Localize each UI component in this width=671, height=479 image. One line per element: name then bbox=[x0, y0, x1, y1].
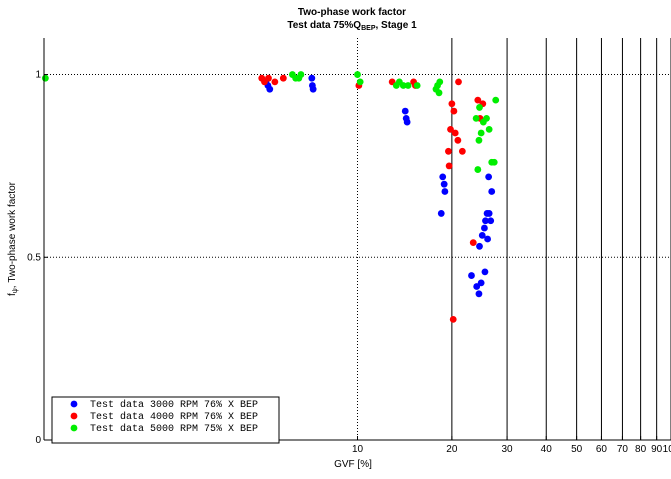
data-point bbox=[413, 82, 421, 89]
legend-entry-label: Test data 4000 RPM 76% X BEP bbox=[90, 411, 258, 423]
y-tick-label: 1 bbox=[35, 70, 41, 81]
x-tick-label: 60 bbox=[596, 444, 608, 455]
gridlines bbox=[44, 38, 671, 440]
data-point bbox=[404, 82, 412, 89]
data-point bbox=[485, 125, 493, 133]
data-point bbox=[477, 129, 485, 137]
data-point bbox=[309, 85, 317, 93]
data-point bbox=[481, 224, 488, 232]
legend-box bbox=[51, 396, 280, 444]
data-point bbox=[435, 89, 443, 97]
legend-entry-label: Test data 3000 RPM 76% X BEP bbox=[90, 399, 258, 411]
data-point bbox=[297, 71, 305, 78]
legend-marker bbox=[70, 424, 78, 432]
data-point bbox=[279, 74, 287, 82]
legend-marker bbox=[70, 400, 78, 408]
data-point bbox=[490, 158, 498, 166]
data-point bbox=[458, 147, 466, 155]
data-point bbox=[478, 231, 486, 239]
data-point bbox=[487, 217, 495, 225]
data-point bbox=[308, 74, 316, 82]
data-point bbox=[482, 217, 489, 225]
data-point bbox=[472, 115, 480, 122]
chart-subtitle: Test data 75%QBEP, Stage 1 bbox=[287, 20, 417, 32]
data-point bbox=[469, 239, 477, 247]
data-point bbox=[399, 82, 407, 89]
data-point bbox=[447, 125, 454, 133]
data-point bbox=[468, 272, 475, 279]
data-point bbox=[449, 316, 457, 323]
data-point bbox=[488, 188, 496, 195]
data-point bbox=[436, 78, 444, 86]
x-tick-label: 80 bbox=[635, 444, 647, 455]
data-point bbox=[439, 173, 447, 181]
y-ticks: 00.51 bbox=[27, 70, 48, 446]
data-point bbox=[476, 104, 483, 111]
data-point bbox=[451, 129, 459, 137]
x-tick-label: 90 bbox=[651, 444, 663, 455]
data-point bbox=[437, 210, 445, 217]
x-tick-label: 100 bbox=[663, 444, 671, 455]
data-points bbox=[41, 71, 500, 323]
data-point bbox=[448, 100, 456, 108]
data-point bbox=[475, 136, 483, 144]
data-point bbox=[485, 210, 493, 217]
data-point bbox=[474, 96, 482, 104]
data-point bbox=[475, 290, 483, 298]
data-point bbox=[454, 136, 462, 144]
data-point bbox=[492, 96, 500, 104]
data-point bbox=[481, 268, 489, 276]
data-point bbox=[271, 78, 279, 86]
x-tick-label: 20 bbox=[446, 444, 458, 455]
data-point bbox=[265, 74, 272, 82]
chart-title: Two-phase work factor bbox=[298, 7, 406, 18]
legend-marker bbox=[70, 412, 78, 420]
x-tick-label: 50 bbox=[571, 444, 583, 455]
data-point bbox=[455, 78, 462, 86]
data-point bbox=[474, 166, 482, 173]
data-point bbox=[483, 115, 490, 122]
x-axis-label: GVF [%] bbox=[334, 459, 372, 470]
data-point bbox=[477, 279, 485, 287]
y-tick-label: 0 bbox=[35, 435, 41, 446]
data-point bbox=[403, 118, 411, 126]
legend-entry-label: Test data 5000 RPM 75% X BEP bbox=[90, 423, 258, 435]
x-tick-label: 40 bbox=[541, 444, 553, 455]
data-point bbox=[476, 242, 483, 250]
x-tick-label: 70 bbox=[617, 444, 629, 455]
data-point bbox=[450, 107, 458, 115]
data-point bbox=[356, 78, 364, 86]
data-point bbox=[485, 173, 493, 181]
data-point bbox=[41, 74, 49, 82]
y-axis-label: fψ, Two-phase work factor bbox=[7, 181, 19, 296]
x-tick-label: 30 bbox=[502, 444, 514, 455]
data-point bbox=[445, 162, 453, 170]
data-point bbox=[441, 188, 449, 195]
data-point bbox=[266, 85, 274, 93]
data-point bbox=[401, 107, 409, 115]
data-point bbox=[445, 147, 452, 155]
x-tick-label: 10 bbox=[352, 444, 364, 455]
data-point bbox=[484, 235, 491, 243]
data-point bbox=[354, 71, 361, 78]
y-tick-label: 0.5 bbox=[27, 252, 41, 263]
data-point bbox=[440, 180, 448, 188]
